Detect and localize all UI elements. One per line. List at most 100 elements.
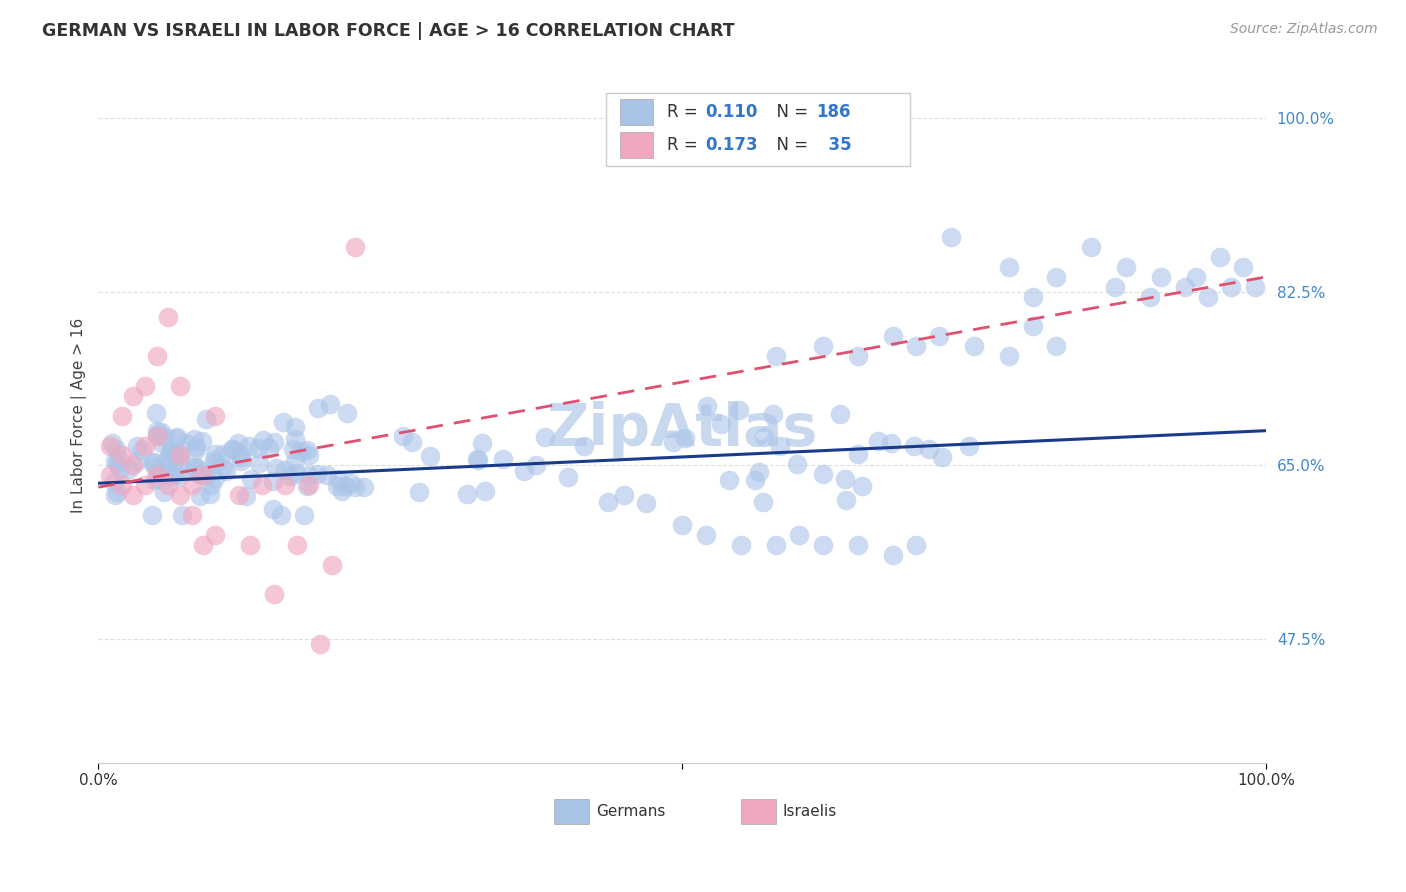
Point (148, 471, 170, 485)
Point (180, 508, 202, 522)
Point (273, 415, 295, 429)
Point (143, 455, 166, 469)
Point (183, 432, 205, 446)
Point (263, 434, 285, 449)
Point (696, 399, 718, 413)
Point (104, 442, 127, 456)
Point (159, 467, 181, 482)
Point (1080, 240, 1102, 254)
Point (229, 446, 252, 460)
Point (1185, 269, 1208, 284)
Point (513, 464, 536, 478)
Point (145, 428, 167, 442)
Point (231, 454, 253, 468)
Point (297, 479, 319, 493)
Point (184, 460, 207, 475)
Point (215, 464, 238, 478)
Point (1208, 250, 1230, 264)
Point (211, 447, 233, 461)
Point (165, 467, 187, 481)
Point (718, 473, 741, 487)
Point (928, 329, 950, 343)
Point (98, 438, 121, 452)
Point (142, 456, 165, 470)
Point (1243, 280, 1265, 294)
Point (744, 473, 766, 487)
Point (695, 528, 717, 542)
Point (191, 434, 214, 448)
Point (194, 469, 217, 483)
Point (239, 538, 262, 552)
Point (297, 478, 319, 492)
Point (290, 444, 312, 458)
Point (846, 349, 869, 363)
Text: N =: N = (766, 103, 814, 121)
Point (492, 452, 515, 467)
Point (419, 449, 441, 463)
Point (125, 454, 148, 468)
Point (262, 474, 284, 488)
Text: R =: R = (668, 103, 703, 121)
Point (811, 339, 834, 353)
Point (344, 240, 367, 254)
Point (262, 501, 284, 516)
Point (134, 438, 156, 452)
Point (165, 432, 187, 446)
Point (1139, 290, 1161, 304)
Point (204, 456, 226, 470)
Point (145, 468, 167, 483)
Point (751, 494, 773, 508)
Point (169, 456, 191, 470)
Point (762, 407, 785, 421)
Point (105, 485, 128, 500)
Point (274, 463, 297, 477)
Point (1022, 319, 1045, 334)
Point (108, 451, 131, 466)
Text: ZipAtlas: ZipAtlas (547, 401, 818, 458)
Point (318, 397, 340, 411)
Point (456, 487, 478, 501)
Point (193, 538, 215, 552)
Text: 186: 186 (817, 103, 851, 121)
Point (765, 538, 787, 552)
Point (662, 435, 685, 450)
Point (882, 329, 904, 343)
Point (344, 479, 367, 493)
Point (828, 407, 851, 421)
Point (257, 441, 280, 455)
Point (184, 440, 207, 454)
Point (117, 461, 139, 475)
Text: Israelis: Israelis (783, 805, 837, 819)
Point (188, 489, 211, 503)
Point (281, 442, 304, 456)
Point (471, 436, 494, 450)
Point (160, 442, 183, 457)
Point (146, 424, 169, 438)
Point (187, 461, 209, 475)
Point (401, 434, 423, 449)
Point (143, 473, 166, 487)
Point (811, 467, 834, 482)
Point (145, 406, 167, 420)
Point (226, 436, 249, 450)
Text: 0.110: 0.110 (706, 103, 758, 121)
Point (250, 478, 273, 492)
Point (153, 455, 176, 469)
Point (131, 442, 153, 457)
Point (353, 480, 375, 494)
Point (162, 468, 184, 483)
Point (266, 461, 288, 475)
Point (918, 442, 941, 457)
Text: GERMAN VS ISRAELI IN LABOR FORCE | AGE > 16 CORRELATION CHART: GERMAN VS ISRAELI IN LABOR FORCE | AGE >… (42, 22, 735, 40)
Point (634, 495, 657, 509)
Point (298, 467, 321, 482)
Point (963, 339, 986, 353)
Point (278, 469, 301, 483)
Point (534, 430, 557, 444)
Point (613, 488, 636, 502)
Point (326, 479, 349, 493)
Point (1232, 260, 1254, 274)
Point (183, 461, 205, 475)
Point (284, 432, 307, 446)
Point (671, 517, 693, 532)
